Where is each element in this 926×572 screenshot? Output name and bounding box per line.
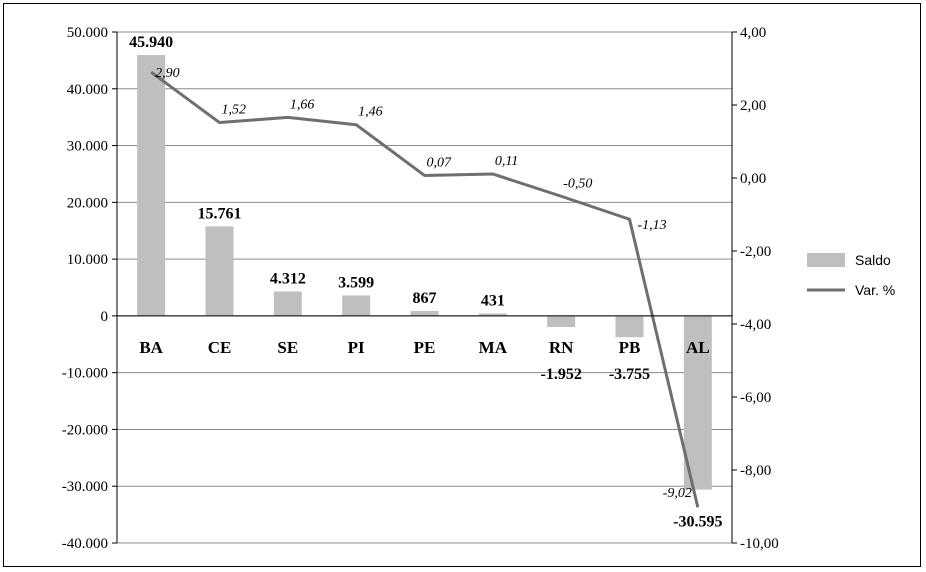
bar-pb xyxy=(615,315,644,338)
bar-se xyxy=(273,291,302,316)
right-tick-label: -6,00 xyxy=(740,390,771,406)
category-label: MA xyxy=(479,338,508,357)
category-label: PI xyxy=(348,338,365,357)
category-label: PE xyxy=(414,338,436,357)
left-tick-label: -30.000 xyxy=(62,479,108,495)
left-tick-label: -40.000 xyxy=(62,536,108,552)
bar-pi xyxy=(342,295,371,316)
legend-label-saldo: Saldo xyxy=(855,252,891,268)
bar-data-label: -3.755 xyxy=(609,366,650,383)
bar-data-label: 45.940 xyxy=(129,34,173,51)
category-label: AL xyxy=(686,338,710,357)
line-var-pct xyxy=(150,70,700,508)
left-axis-ticks: 50.000 40.000 30.000 20.000 10.000 0 -10.000 -2… xyxy=(62,25,108,552)
bar-ba xyxy=(137,55,166,316)
line-data-label: -1,13 xyxy=(638,218,667,233)
right-tick-label: -8,00 xyxy=(740,463,771,479)
line-data-label: -0,50 xyxy=(563,176,592,191)
left-tick-label: -10.000 xyxy=(62,366,108,382)
bar-data-label: 15.761 xyxy=(198,205,242,222)
line-data-labels: 2,90 1,52 1,66 1,46 0,07 0,11 -0,50 -1,13 -9,02 xyxy=(155,66,692,501)
line-data-label: 0,11 xyxy=(495,154,518,169)
line-data-label: 2,90 xyxy=(155,66,180,81)
bar-pe xyxy=(410,310,439,316)
combo-chart: 50.000 40.000 30.000 20.000 10.000 0 -10.000 -2… xyxy=(62,25,912,552)
bar-ce xyxy=(205,226,234,316)
bar-data-label: -1.952 xyxy=(541,366,582,383)
category-label: RN xyxy=(549,338,574,357)
left-tick-label: 50.000 xyxy=(67,25,108,41)
bar-ma xyxy=(478,313,507,316)
left-tick-label: 40.000 xyxy=(67,82,108,98)
line-data-label: 1,46 xyxy=(358,105,383,120)
legend-label-var-pct: Var. % xyxy=(855,282,895,298)
bar-data-label: 3.599 xyxy=(338,274,374,291)
line-data-label: 0,07 xyxy=(427,155,453,170)
bar-data-label: 867 xyxy=(413,290,437,307)
legend-swatch-saldo xyxy=(807,253,845,267)
right-tick-label: -4,00 xyxy=(740,317,771,333)
left-tick-label: 30.000 xyxy=(67,139,108,155)
bar-data-label: 4.312 xyxy=(270,270,306,287)
axes xyxy=(112,31,737,544)
bar-data-labels: 45.940 15.761 4.312 3.599 867 431 -1.952 -3.755… xyxy=(129,34,722,531)
category-label: BA xyxy=(139,338,163,357)
line-data-label: 1,66 xyxy=(290,97,315,112)
right-axis-ticks: 4,00 2,00 0,00 -2,00 -4,00 -6,00 -8,00 -10,00 xyxy=(740,25,779,552)
bar-data-label: 431 xyxy=(481,292,505,309)
category-labels: BA CE SE PI PE MA RN PB AL xyxy=(139,338,709,357)
left-tick-label: 0 xyxy=(101,309,109,325)
right-tick-label: -10,00 xyxy=(740,536,779,552)
bars-saldo xyxy=(137,55,712,490)
right-tick-label: -2,00 xyxy=(740,244,771,260)
right-tick-label: 0,00 xyxy=(740,171,766,187)
left-tick-label: 10.000 xyxy=(67,252,108,268)
chart-frame: 50.000 40.000 30.000 20.000 10.000 0 -10.000 -2… xyxy=(3,3,921,567)
right-tick-label: 4,00 xyxy=(740,25,766,41)
left-tick-label: -20.000 xyxy=(62,422,108,438)
legend: Saldo Var. % xyxy=(798,243,912,311)
bar-rn xyxy=(547,315,576,327)
category-label: CE xyxy=(208,338,232,357)
left-tick-label: 20.000 xyxy=(67,195,108,211)
line-data-label: -9,02 xyxy=(663,486,692,501)
category-label: PB xyxy=(619,338,641,357)
bar-al xyxy=(683,315,712,490)
line-data-label: 1,52 xyxy=(222,103,247,118)
right-tick-label: 2,00 xyxy=(740,98,766,114)
category-label: SE xyxy=(277,338,298,357)
line-series-var-pct xyxy=(150,70,700,508)
bar-data-label: -30.595 xyxy=(673,514,722,531)
